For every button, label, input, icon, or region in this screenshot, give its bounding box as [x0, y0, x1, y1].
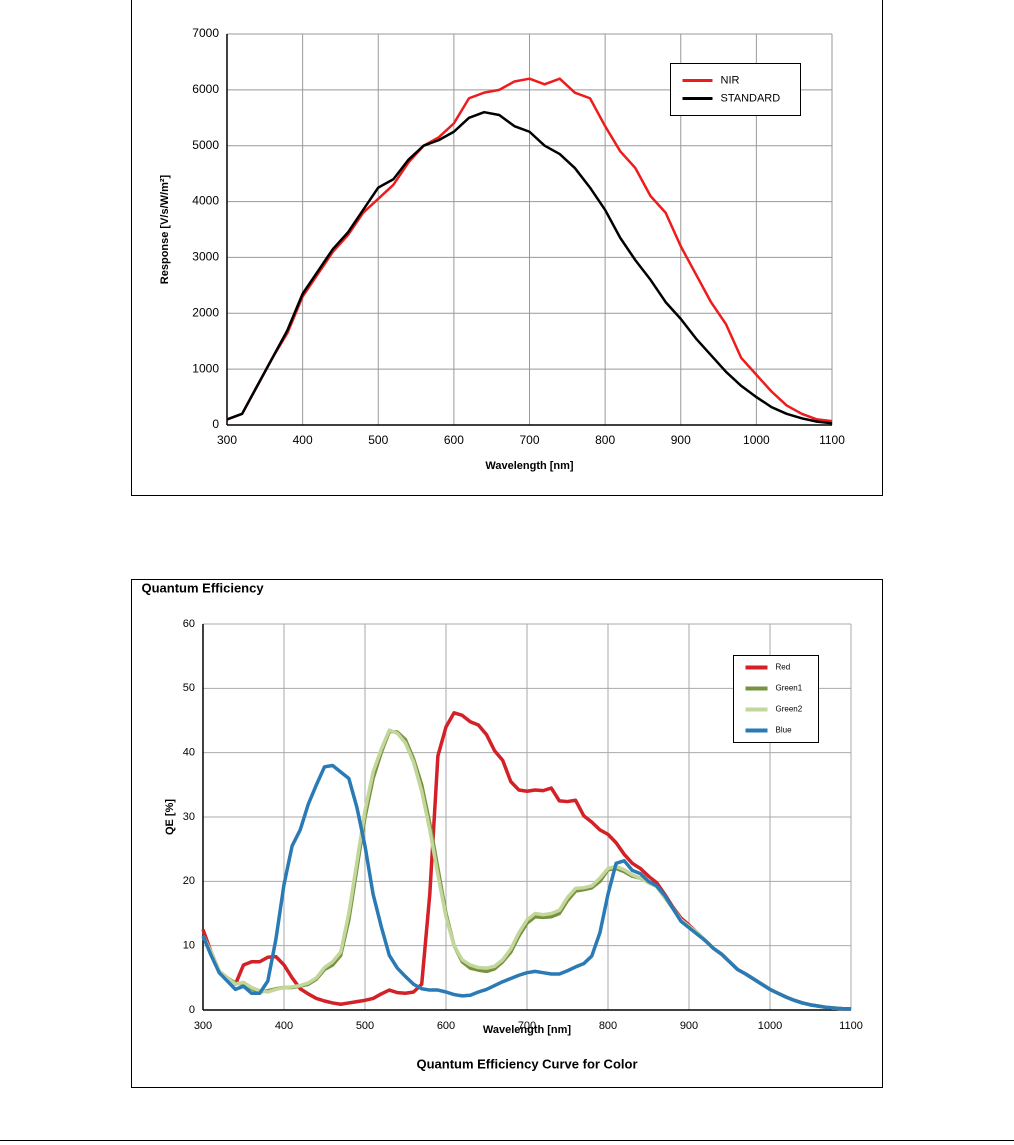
legend-label: Red: [776, 663, 791, 672]
x-tick-label: 500: [356, 1020, 374, 1032]
legend-label: Blue: [776, 726, 793, 735]
y-tick-label: 0: [189, 1004, 195, 1016]
y-tick-label: 4000: [192, 194, 219, 208]
y-tick-label: 10: [183, 940, 195, 952]
y-tick-label: 7000: [192, 26, 219, 40]
y-tick-label: 5000: [192, 138, 219, 152]
y-tick-label: 6000: [192, 82, 219, 96]
x-tick-label: 300: [194, 1020, 212, 1032]
y-axis-label: Response [V/s/W/m²]: [159, 174, 171, 284]
series-line: [226, 77, 833, 423]
y-tick-label: 3000: [192, 250, 219, 264]
chart-caption: Quantum Efficiency Curve for Color: [416, 1056, 637, 1071]
x-axis-label: Wavelength [nm]: [483, 1024, 572, 1036]
x-tick-label: 1000: [743, 433, 770, 447]
y-tick-label: 60: [183, 618, 195, 630]
x-tick-label: 600: [444, 433, 464, 447]
legend-box: [733, 655, 819, 743]
x-tick-label: 700: [519, 433, 539, 447]
x-axis-label: Wavelength [nm]: [485, 460, 574, 472]
x-tick-label: 1100: [819, 433, 845, 447]
series-line: [201, 763, 851, 1011]
chart-title: Quantum Efficiency: [142, 580, 265, 595]
y-tick-label: 1000: [192, 361, 219, 375]
y-tick-label: 2000: [192, 305, 219, 319]
series-line: [226, 110, 833, 425]
y-tick-label: 30: [183, 811, 195, 823]
x-tick-label: 400: [293, 433, 313, 447]
legend-label: NIR: [721, 74, 740, 86]
y-tick-label: 50: [183, 682, 195, 694]
legend-label: Green1: [776, 684, 803, 693]
x-tick-label: 900: [680, 1020, 698, 1032]
y-tick-label: 20: [183, 875, 195, 887]
x-tick-label: 500: [368, 433, 388, 447]
legend-box: [670, 63, 801, 116]
legend-label: Green2: [776, 705, 803, 714]
x-tick-label: 800: [595, 433, 615, 447]
x-tick-label: 300: [217, 433, 237, 447]
y-tick-label: 0: [212, 417, 219, 431]
x-tick-label: 700: [518, 1020, 536, 1032]
x-tick-label: 400: [275, 1020, 293, 1032]
y-tick-label: 40: [183, 747, 195, 759]
x-tick-label: 600: [437, 1020, 455, 1032]
legend-label: STANDARD: [721, 92, 781, 104]
x-tick-label: 800: [599, 1020, 617, 1032]
x-tick-label: 1100: [839, 1020, 863, 1032]
y-axis-label: QE [%]: [164, 799, 176, 835]
x-tick-label: 1000: [758, 1020, 782, 1032]
x-tick-label: 900: [671, 433, 691, 447]
